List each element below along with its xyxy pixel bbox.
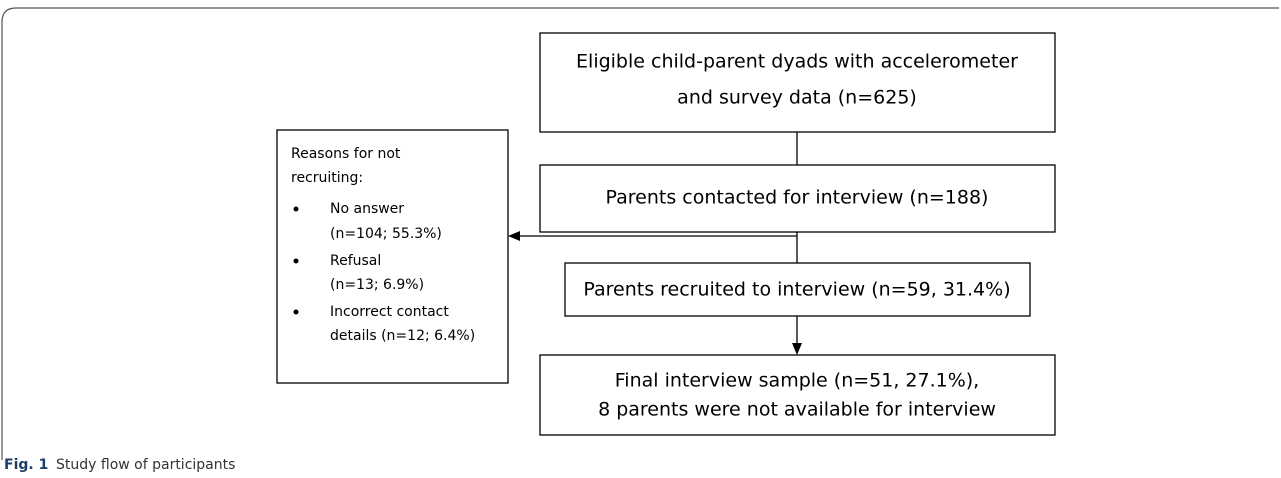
node-text: Eligible child-parent dyads with acceler… (576, 51, 1018, 73)
exclusion-item: (n=13; 6.9%) (330, 277, 424, 293)
exclusion-item: details (n=12; 6.4%) (330, 328, 475, 344)
bullet (293, 309, 299, 315)
arrowhead (792, 343, 802, 355)
exclusion-heading: Reasons for not (291, 146, 401, 162)
bullet (293, 206, 299, 212)
node-box (539, 32, 1056, 133)
bullet (293, 258, 299, 264)
exclusion-heading: recruiting: (291, 170, 363, 186)
arrowhead (508, 231, 520, 241)
exclusion-item: No answer (330, 201, 404, 217)
exclusion-item: Refusal (330, 253, 381, 269)
node-text: Parents contacted for interview (n=188) (606, 187, 989, 209)
exclusion-item: Incorrect contact (330, 304, 449, 320)
node-text: Final interview sample (n=51, 27.1%), (615, 370, 979, 392)
exclusion-item: (n=104; 55.3%) (330, 226, 442, 242)
node-text: and survey data (n=625) (677, 87, 917, 109)
node-text: 8 parents were not available for intervi… (598, 399, 996, 421)
figure-frame (1, 7, 1279, 460)
node-box (539, 354, 1056, 436)
node-text: Parents recruited to interview (n=59, 31… (583, 279, 1010, 301)
caption-label: Fig. 1 (4, 457, 48, 473)
exclusion-box (276, 129, 509, 384)
node-box (564, 262, 1031, 317)
caption-text: Study flow of participants (56, 457, 235, 473)
